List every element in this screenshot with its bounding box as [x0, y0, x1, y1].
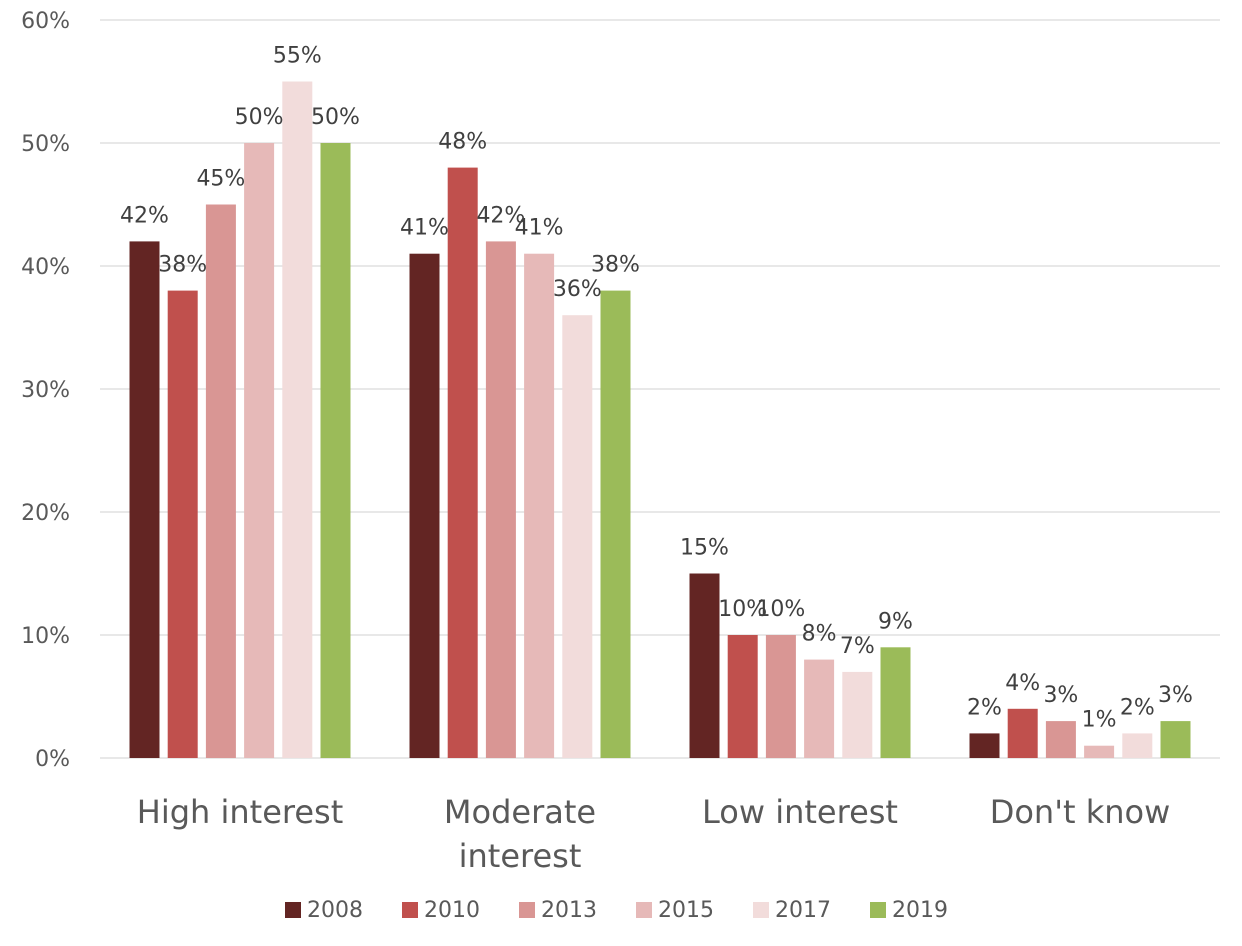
- y-tick-label: 50%: [21, 132, 70, 157]
- data-label: 36%: [553, 277, 602, 302]
- data-label: 8%: [802, 622, 837, 647]
- data-label: 42%: [120, 203, 169, 228]
- data-label: 45%: [196, 167, 245, 192]
- data-label: 7%: [840, 634, 875, 659]
- data-label: 55%: [273, 44, 322, 69]
- data-label: 41%: [515, 216, 564, 241]
- data-label: 9%: [878, 609, 913, 634]
- bar: [880, 647, 911, 758]
- data-label: 50%: [311, 105, 360, 130]
- data-label: 1%: [1082, 708, 1117, 733]
- category-label: interest: [459, 837, 582, 875]
- legend-label: 2008: [307, 898, 363, 923]
- data-label: 10%: [756, 597, 805, 622]
- y-tick-label: 30%: [21, 378, 70, 403]
- legend-label: 2010: [424, 898, 480, 923]
- data-label: 42%: [476, 203, 525, 228]
- bar: [409, 253, 440, 758]
- bar: [600, 290, 631, 758]
- data-label: 2%: [967, 695, 1002, 720]
- legend: 2008 2010 2013 2015 2017 2019: [285, 898, 948, 923]
- bar: [447, 167, 478, 759]
- bar: [205, 204, 236, 758]
- bar: [244, 143, 275, 758]
- data-label: 38%: [591, 253, 640, 278]
- category-label: Don't know: [990, 793, 1171, 831]
- data-labels: 42%38%45%50%55%50%41%48%42%41%36%38%15%1…: [120, 44, 1193, 733]
- y-tick-label: 0%: [35, 747, 70, 772]
- data-label: 2%: [1120, 695, 1155, 720]
- data-label: 41%: [400, 216, 449, 241]
- bar: [765, 635, 796, 758]
- bar: [562, 315, 593, 758]
- legend-label: 2015: [658, 898, 714, 923]
- bar: [320, 143, 351, 758]
- bar: [485, 241, 516, 758]
- legend-label: 2013: [541, 898, 597, 923]
- bar: [804, 659, 835, 758]
- legend-label: 2019: [892, 898, 948, 923]
- legend-swatch: [519, 902, 535, 918]
- bar: [1084, 745, 1115, 758]
- data-label: 4%: [1005, 671, 1040, 696]
- y-tick-label: 40%: [21, 255, 70, 280]
- bar: [129, 241, 160, 758]
- y-tick-label: 20%: [21, 501, 70, 526]
- y-axis-ticks: 0% 10% 20% 30% 40% 50% 60%: [21, 9, 70, 772]
- bar: [689, 573, 720, 758]
- category-label: Moderate: [444, 793, 596, 831]
- legend-swatch: [870, 902, 886, 918]
- data-label: 3%: [1043, 683, 1078, 708]
- bar: [1160, 721, 1191, 758]
- legend-swatch: [753, 902, 769, 918]
- bar: [1122, 733, 1153, 758]
- data-label: 48%: [438, 130, 487, 155]
- x-axis-categories: High interest Moderate interest Low interes…: [137, 793, 1171, 875]
- category-label: High interest: [137, 793, 343, 831]
- bar: [842, 671, 873, 758]
- bar: [524, 253, 555, 758]
- legend-swatch: [285, 902, 301, 918]
- bar: [1045, 721, 1076, 758]
- data-label: 3%: [1158, 683, 1193, 708]
- category-label: Low interest: [702, 793, 898, 831]
- legend-label: 2017: [775, 898, 831, 923]
- bar: [167, 290, 198, 758]
- bar: [727, 635, 758, 758]
- legend-swatch: [636, 902, 652, 918]
- legend-swatch: [402, 902, 418, 918]
- data-label: 38%: [158, 253, 207, 278]
- y-tick-label: 60%: [21, 9, 70, 34]
- bar: [282, 81, 313, 758]
- bar: [969, 733, 1000, 758]
- bar: [1007, 708, 1038, 758]
- y-tick-label: 10%: [21, 624, 70, 649]
- data-label: 15%: [680, 536, 729, 561]
- data-label: 10%: [718, 597, 767, 622]
- bars: [129, 81, 1191, 759]
- data-label: 50%: [235, 105, 284, 130]
